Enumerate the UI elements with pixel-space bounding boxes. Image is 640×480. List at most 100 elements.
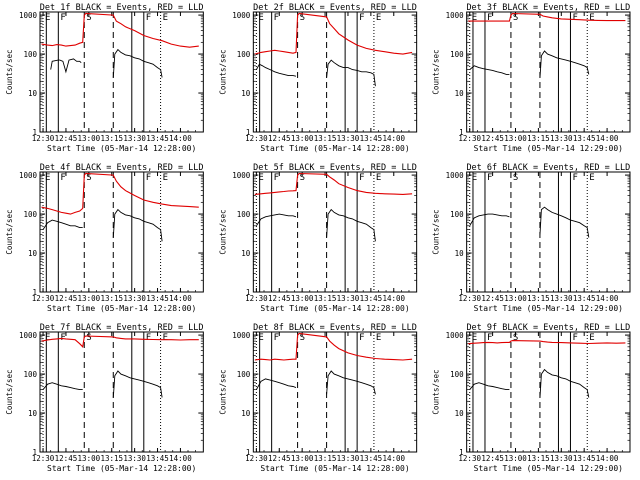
marker-label: F	[274, 13, 279, 23]
x-tick-label: 13:00	[504, 294, 527, 303]
y-tick-label: 100	[450, 210, 464, 219]
x-tick-label: 12:45	[55, 134, 78, 143]
x-tick-label: 13:45	[146, 454, 169, 463]
marker-label: E	[376, 173, 381, 183]
x-tick-label: 13:15	[100, 454, 123, 463]
plot-panel-5: Det 5f BLACK = Events, RED = LLD 12:30 12:…	[218, 163, 418, 313]
plot-panel-7: Det 7f BLACK = Events, RED = LLD 12:30 12:…	[5, 323, 204, 473]
y-tick-label: 1	[459, 128, 464, 137]
marker-label: E	[589, 333, 594, 343]
y-tick-label: 100	[237, 210, 251, 219]
axes-frame	[39, 171, 204, 293]
marker-label: E	[163, 13, 168, 23]
events-series-line	[42, 219, 83, 230]
y-tick-label: 100	[450, 50, 464, 59]
marker-label: E	[258, 333, 263, 343]
y-tick-label: 10	[455, 249, 465, 258]
y-tick-label: 1000	[19, 171, 38, 180]
y-axis-label: Counts/sec	[432, 209, 441, 254]
lld-series-line	[254, 172, 413, 195]
x-tick-label: 13:30	[123, 294, 146, 303]
x-tick-label: 12:30	[245, 134, 268, 143]
x-tick-label: 14:00	[382, 454, 405, 463]
y-axis-label: Counts/sec	[218, 369, 227, 414]
events-series-line	[50, 58, 82, 74]
x-tick-label: 12:45	[55, 294, 78, 303]
marker-label: E	[376, 13, 381, 23]
marker-label: S	[300, 333, 305, 343]
marker-label: F	[572, 13, 577, 23]
events-series-line	[469, 213, 510, 227]
x-tick-label: 13:30	[550, 134, 573, 143]
marker-label: F	[359, 13, 364, 23]
x-tick-label: 13:30	[550, 454, 573, 463]
x-tick-label: 13:45	[573, 294, 596, 303]
y-tick-label: 1	[246, 128, 251, 137]
plot-panel-9: Det 9f BLACK = Events, RED = LLD 12:30 12:…	[432, 323, 631, 473]
x-tick-label: 14:00	[596, 454, 619, 463]
x-tick-label: 12:30	[32, 134, 55, 143]
events-series-line	[256, 213, 297, 227]
events-series-line	[326, 370, 376, 395]
x-tick-label: 13:00	[291, 294, 314, 303]
x-tick-label: 12:45	[481, 134, 504, 143]
marker-label: F	[487, 13, 492, 23]
plot-panel-6: Det 6f BLACK = Events, RED = LLD 12:30 12:…	[432, 163, 631, 313]
x-tick-label: 12:30	[245, 454, 268, 463]
marker-label: E	[589, 13, 594, 23]
y-axis-label: Counts/sec	[5, 209, 14, 254]
marker-label: S	[513, 13, 518, 23]
x-tick-label: 13:30	[337, 454, 360, 463]
axes-frame	[252, 331, 418, 453]
y-tick-label: 1	[32, 128, 37, 137]
y-tick-label: 1000	[446, 171, 465, 180]
x-tick-label: 13:15	[527, 294, 550, 303]
lld-series-line	[41, 12, 199, 48]
x-tick-label: 13:00	[78, 134, 101, 143]
x-tick-label: 13:45	[573, 134, 596, 143]
y-axis-label: Counts/sec	[218, 209, 227, 254]
events-series-line	[469, 65, 510, 75]
marker-label: E	[45, 173, 50, 183]
x-tick-label: 12:45	[481, 294, 504, 303]
marker-label: E	[45, 13, 50, 23]
x-tick-label: 14:00	[169, 454, 192, 463]
y-tick-label: 10	[241, 249, 251, 258]
marker-label: S	[513, 173, 518, 183]
events-series-line	[539, 50, 590, 78]
events-series-line	[112, 370, 163, 398]
y-tick-label: 1000	[19, 11, 38, 20]
y-tick-label: 100	[23, 370, 37, 379]
y-tick-label: 1000	[232, 11, 251, 20]
x-axis-label: Start Time (05-Mar-14 12:29:00)	[474, 144, 623, 153]
marker-label: E	[472, 333, 477, 343]
events-series-line	[42, 382, 83, 391]
plot-title: Det 5f BLACK = Events, RED = LLD	[253, 163, 417, 173]
marker-label: S	[513, 333, 518, 343]
marker-label: F	[146, 13, 151, 23]
events-series-line	[112, 208, 163, 242]
x-tick-label: 12:30	[32, 454, 55, 463]
x-tick-label: 12:30	[245, 294, 268, 303]
x-tick-label: 13:15	[527, 134, 550, 143]
y-tick-label: 10	[28, 249, 38, 258]
x-tick-label: 13:30	[123, 454, 146, 463]
x-axis-label: Start Time (05-Mar-14 12:29:00)	[474, 464, 623, 473]
x-tick-label: 13:30	[123, 134, 146, 143]
y-tick-label: 100	[450, 370, 464, 379]
y-tick-label: 1	[246, 288, 251, 297]
marker-label: F	[60, 13, 65, 23]
x-tick-label: 13:15	[314, 134, 337, 143]
x-tick-label: 13:30	[337, 294, 360, 303]
x-axis-label: Start Time (05-Mar-14 12:28:00)	[47, 304, 196, 313]
lld-series-line	[41, 172, 199, 215]
marker-label: F	[146, 333, 151, 343]
plot-title: Det 1f BLACK = Events, RED = LLD	[40, 3, 204, 13]
x-tick-label: 14:00	[169, 134, 192, 143]
axes-frame	[466, 11, 631, 133]
x-axis-label: Start Time (05-Mar-14 12:28:00)	[47, 464, 196, 473]
events-series-line	[326, 208, 376, 242]
axes-frame	[252, 11, 418, 133]
x-tick-label: 13:15	[100, 134, 123, 143]
x-tick-label: 13:30	[550, 294, 573, 303]
